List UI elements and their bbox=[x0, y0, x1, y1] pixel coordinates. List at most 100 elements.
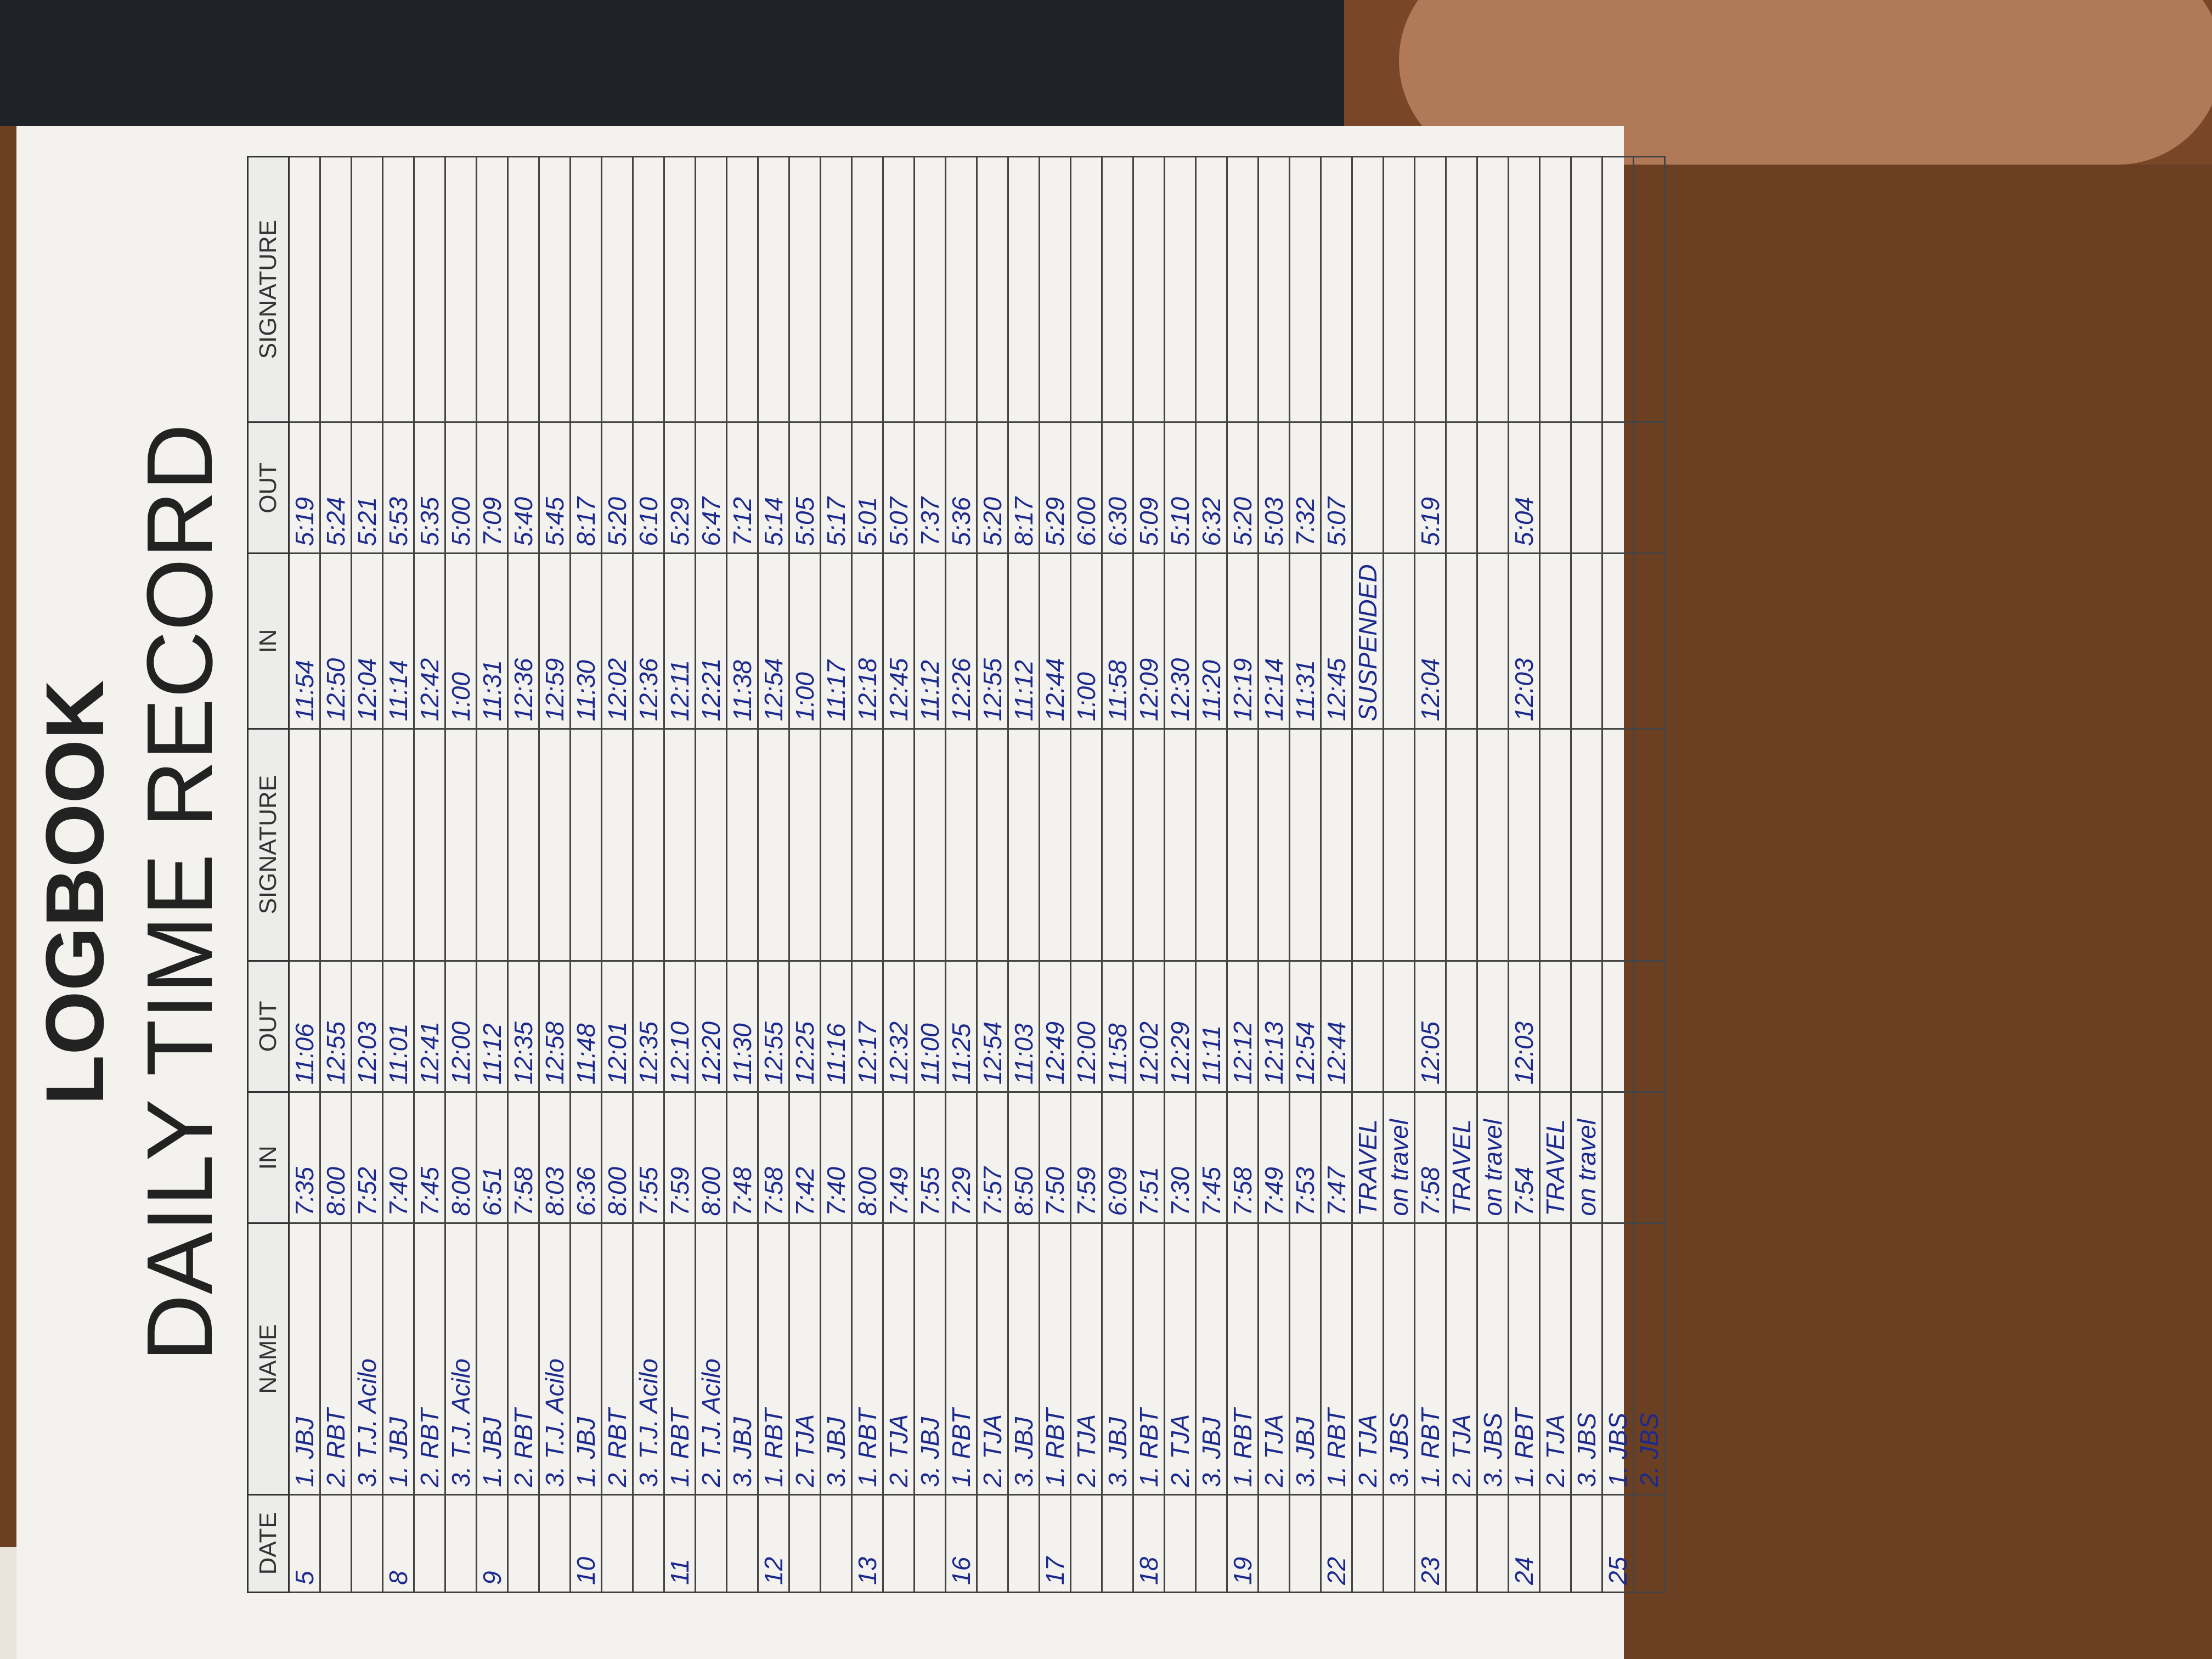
signature-cell bbox=[1633, 156, 1665, 422]
signature-cell bbox=[820, 156, 852, 422]
cell-pm-in: 11:30 bbox=[570, 554, 602, 729]
cell-am-in: TRAVEL bbox=[1539, 1092, 1571, 1223]
cell-am-in: 8:00 bbox=[445, 1092, 477, 1223]
column-header: OUT bbox=[247, 961, 289, 1092]
cell-pm-out: 6:32 bbox=[1195, 422, 1227, 554]
cell-am-out: 12:49 bbox=[1039, 961, 1071, 1092]
cell-pm-in: 11:54 bbox=[289, 554, 320, 729]
signature-cell bbox=[1102, 729, 1133, 961]
cell-date: 24 bbox=[1508, 1494, 1540, 1593]
empty-cell bbox=[1446, 554, 1477, 729]
signature-cell bbox=[820, 729, 852, 961]
cell-name: 3. JBJ bbox=[1102, 1223, 1133, 1495]
cell-date: 5 bbox=[289, 1494, 320, 1593]
signature-cell bbox=[758, 729, 789, 961]
page-holder: LOGBOOK DAILY TIME RECORD DATE NAME IN OUT S… bbox=[16, 126, 1665, 1659]
table-row: 16 1. RBT 7:29 11:25 12:26 5:36 bbox=[945, 156, 977, 1593]
signature-cell bbox=[320, 156, 352, 422]
signature-cell bbox=[1602, 156, 1634, 422]
cell-am-in: 7:47 bbox=[1321, 1092, 1352, 1223]
cell-name: 2. TJA bbox=[1258, 1223, 1290, 1495]
signature-cell bbox=[1383, 156, 1415, 422]
cell-pm-in: 12:02 bbox=[601, 554, 633, 729]
table-row: 2. RBT 8:00 12:01 12:02 5:20 bbox=[601, 156, 633, 1593]
signature-cell bbox=[1352, 729, 1384, 961]
cell-pm-in: 12:45 bbox=[1321, 554, 1352, 729]
signature-cell bbox=[914, 156, 946, 422]
signature-cell bbox=[1539, 729, 1571, 961]
cell-name: 3. T.J. Acilo bbox=[351, 1223, 383, 1495]
cell-am-in: 7:59 bbox=[664, 1092, 696, 1223]
cell-pm-out: 5:36 bbox=[945, 422, 977, 554]
cell-am-out: 12:41 bbox=[414, 961, 445, 1092]
cell-am-out: 11:30 bbox=[726, 961, 758, 1092]
cell-pm-out: 5:45 bbox=[539, 422, 571, 554]
signature-cell bbox=[1602, 729, 1634, 961]
title: LOGBOOK bbox=[29, 680, 121, 1105]
cell-pm-in: 1:00 bbox=[1070, 554, 1102, 729]
subtitle: DAILY TIME RECORD bbox=[128, 424, 232, 1362]
table-row: 2. TJA TRAVEL SUSPENDED bbox=[1352, 156, 1384, 1593]
cell-am-out: 12:00 bbox=[445, 961, 477, 1092]
empty-cell bbox=[601, 1494, 633, 1593]
cell-name: 2. TJA bbox=[789, 1223, 821, 1495]
empty-cell bbox=[1383, 422, 1415, 554]
cell-name: 1. RBT bbox=[758, 1223, 789, 1495]
empty-cell bbox=[1571, 554, 1602, 729]
cell-am-in: 7:48 bbox=[726, 1092, 758, 1223]
empty-cell bbox=[1477, 1494, 1509, 1593]
table-row: 3. JBS on travel bbox=[1571, 156, 1602, 1593]
table-row: 3. JBJ 6:09 11:58 11:58 6:30 bbox=[1102, 156, 1133, 1593]
cell-am-in: 7:49 bbox=[883, 1092, 915, 1223]
cell-pm-out: 5:01 bbox=[851, 422, 883, 554]
empty-cell bbox=[351, 1494, 383, 1593]
empty-cell bbox=[1446, 961, 1477, 1092]
cell-am-in: 8:03 bbox=[539, 1092, 571, 1223]
signature-cell bbox=[320, 729, 352, 961]
cell-pm-in: 12:21 bbox=[695, 554, 727, 729]
table-row: 2. TJA 7:42 12:25 1:00 5:05 bbox=[789, 156, 821, 1593]
cell-pm-out: 5:19 bbox=[1414, 422, 1446, 554]
cell-am-out: 12:10 bbox=[664, 961, 696, 1092]
cell-am-in: 7:30 bbox=[1164, 1092, 1196, 1223]
table-row: 3. T.J. Acilo 7:55 12:35 12:36 6:10 bbox=[633, 156, 664, 1593]
cell-pm-in: 12:55 bbox=[977, 554, 1008, 729]
cell-name: 1. JBJ bbox=[289, 1223, 320, 1495]
cell-pm-in: 12:19 bbox=[1227, 554, 1259, 729]
table-row: 2. TJA 7:30 12:29 12:30 5:10 bbox=[1164, 156, 1196, 1593]
cell-pm-in: SUSPENDED bbox=[1352, 554, 1384, 729]
signature-cell bbox=[414, 729, 445, 961]
empty-cell bbox=[1352, 1494, 1384, 1593]
cell-am-out: 12:00 bbox=[1070, 961, 1102, 1092]
table-row: 23 1. RBT 7:58 12:05 12:04 5:19 bbox=[1414, 156, 1446, 1593]
signature-cell bbox=[289, 156, 320, 422]
empty-cell bbox=[726, 1494, 758, 1593]
cell-am-out: 12:20 bbox=[695, 961, 727, 1092]
empty-cell bbox=[1352, 961, 1384, 1092]
empty-cell bbox=[1477, 554, 1509, 729]
cell-am-out: 12:44 bbox=[1321, 961, 1352, 1092]
cell-pm-out: 5:53 bbox=[382, 422, 414, 554]
cell-pm-out: 5:40 bbox=[507, 422, 539, 554]
signature-cell bbox=[1070, 729, 1102, 961]
cell-pm-out: 8:17 bbox=[1008, 422, 1040, 554]
time-table: DATE NAME IN OUT SIGNATURE IN OUT SIGNATURE 5 1.… bbox=[247, 156, 1666, 1593]
cell-am-out: 11:16 bbox=[820, 961, 852, 1092]
cell-date: 19 bbox=[1227, 1494, 1259, 1593]
cell-name: 2. TJA bbox=[1352, 1223, 1384, 1495]
cell-am-out: 12:58 bbox=[539, 961, 571, 1092]
cell-name: 3. T.J. Acilo bbox=[445, 1223, 477, 1495]
signature-cell bbox=[445, 729, 477, 961]
empty-cell bbox=[1164, 1494, 1196, 1593]
table-row: 19 1. RBT 7:58 12:12 12:19 5:20 bbox=[1227, 156, 1259, 1593]
cell-date: 10 bbox=[570, 1494, 602, 1593]
signature-cell bbox=[1289, 729, 1321, 961]
cell-name: 1. RBT bbox=[945, 1223, 977, 1495]
signature-cell bbox=[789, 729, 821, 961]
cell-am-in: 7:58 bbox=[1227, 1092, 1259, 1223]
cell-am-in: 6:51 bbox=[476, 1092, 508, 1223]
cell-pm-out: 5:04 bbox=[1508, 422, 1540, 554]
empty-cell bbox=[1633, 422, 1665, 554]
cell-pm-out: 6:00 bbox=[1070, 422, 1102, 554]
cell-am-out: 11:00 bbox=[914, 961, 946, 1092]
